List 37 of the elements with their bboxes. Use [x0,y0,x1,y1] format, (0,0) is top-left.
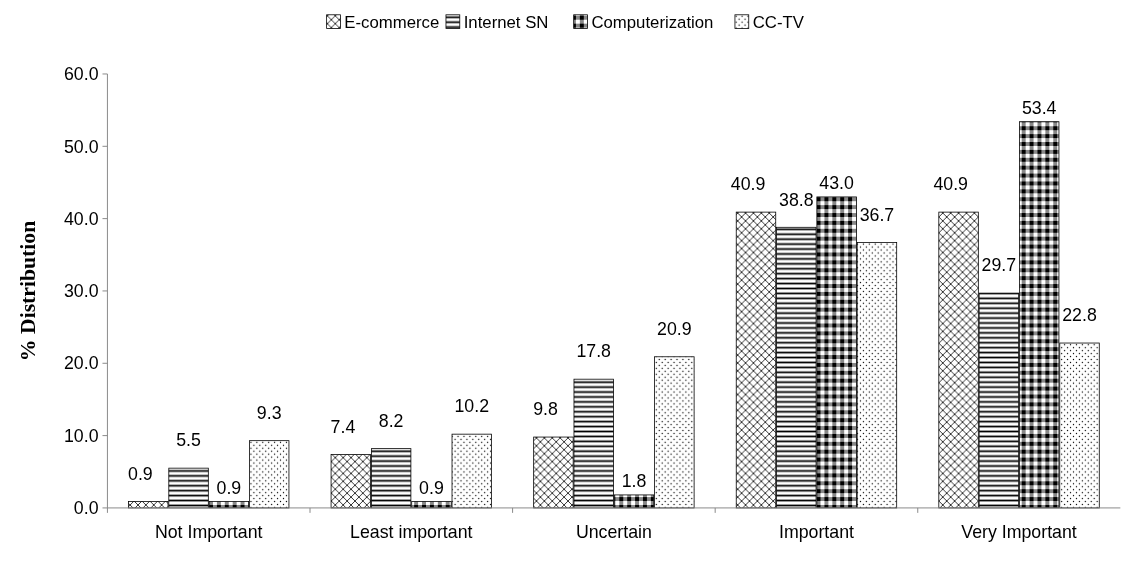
data-label: 22.8 [1062,305,1097,326]
data-label: 1.8 [621,471,647,492]
data-label: 9.8 [533,399,558,420]
y-tick-label: 50.0 [64,136,99,157]
legend-label: Computerization [591,12,714,32]
data-label: 36.7 [859,204,895,225]
data-label: 40.9 [730,174,766,195]
data-label: 29.7 [981,255,1017,276]
y-tick-label: 20.0 [64,353,99,374]
x-tick-label: Uncertain [575,521,652,542]
data-label: 5.5 [176,430,202,451]
data-label: 43.0 [819,173,855,194]
legend-label: Internet SN [463,12,549,32]
x-tick-label: Very Important [961,521,1077,542]
data-label: 53.4 [1021,97,1057,118]
data-label: 0.9 [128,463,153,484]
data-label: 17.8 [576,341,612,362]
legend-label: E-commerce [344,12,440,32]
data-label: 38.8 [779,189,814,210]
data-label: 9.3 [256,402,282,423]
data-label: 7.4 [330,416,356,437]
data-label: 0.9 [419,477,444,498]
legend-label: CC-TV [752,12,805,32]
y-tick-label: 30.0 [64,281,99,302]
x-tick-label: Important [778,521,855,542]
data-label: 10.2 [454,396,490,417]
y-tick-label: 0.0 [73,498,99,519]
y-axis-title: % Distribution [16,220,41,362]
data-label: 40.9 [933,174,969,195]
x-tick-label: Least important [350,521,473,542]
y-tick-label: 60.0 [64,64,99,85]
x-tick-label: Not Important [154,521,263,542]
y-tick-label: 40.0 [64,208,99,229]
y-tick-label: 10.0 [64,425,99,446]
data-label: 20.9 [657,319,692,340]
data-label: 8.2 [378,410,404,431]
data-label: 0.9 [216,477,242,498]
